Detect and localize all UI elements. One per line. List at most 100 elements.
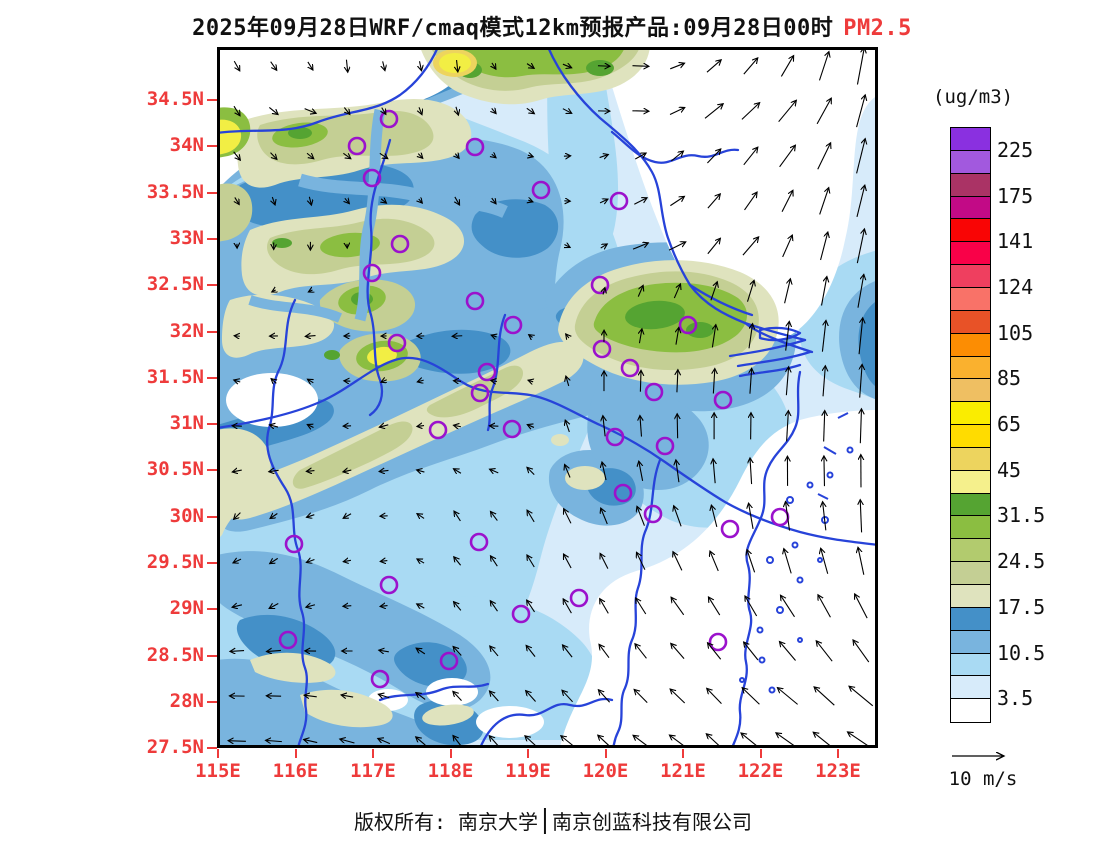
wind-vector xyxy=(637,506,645,526)
wind-vector xyxy=(710,282,717,301)
wind-vector xyxy=(381,380,387,382)
wind-vector xyxy=(780,595,795,618)
wind-vector xyxy=(634,198,647,205)
colorbar-tick-label: 24.5 xyxy=(997,549,1046,574)
wind-vector xyxy=(417,380,424,382)
lat-tick xyxy=(207,562,217,564)
lat-tick-label: 33.5N xyxy=(146,180,204,203)
wind-vector xyxy=(304,695,317,697)
wind-vector xyxy=(343,560,352,561)
wind-vector xyxy=(821,548,829,574)
wind-vector xyxy=(492,154,496,158)
wind-vector xyxy=(417,604,425,608)
wind-vector xyxy=(527,425,535,428)
wind-vector xyxy=(490,469,499,473)
wind-vector xyxy=(306,559,315,562)
wind-vector xyxy=(306,515,315,518)
city-markers xyxy=(278,109,790,689)
wind-vector xyxy=(853,640,870,663)
lon-tick xyxy=(449,749,452,758)
wind-vector xyxy=(670,689,686,704)
wind-vector xyxy=(417,559,425,563)
wind-vector xyxy=(563,599,572,614)
wind-vector xyxy=(632,243,648,250)
wind-vector xyxy=(528,200,533,202)
wind-vector xyxy=(382,107,386,115)
wind-vector xyxy=(492,108,496,113)
wind-vector xyxy=(748,324,753,349)
wind-vector xyxy=(341,695,354,697)
lat-tick-label: 29.5N xyxy=(146,551,204,573)
wind-vector xyxy=(707,194,720,209)
wind-vector xyxy=(378,738,391,745)
wind-vector xyxy=(381,199,386,203)
wind-vector xyxy=(491,335,496,337)
wind-vector xyxy=(860,409,861,444)
wind-vector xyxy=(270,152,276,160)
wind-vector xyxy=(416,648,426,655)
colorbar-box xyxy=(950,446,991,472)
colorbar-box xyxy=(950,584,991,609)
colorbar-box xyxy=(950,264,991,289)
lon-tick-label: 121E xyxy=(660,760,706,782)
city-marker xyxy=(370,669,390,689)
wind-vector xyxy=(708,597,721,616)
wind-vector xyxy=(416,693,426,700)
colorbar-box xyxy=(950,401,991,426)
wind-vector xyxy=(379,470,389,471)
city-marker xyxy=(720,519,740,539)
wind-vector xyxy=(346,59,347,73)
city-marker xyxy=(655,436,675,456)
wind-vector xyxy=(711,325,715,348)
city-marker xyxy=(713,390,733,410)
wind-vector xyxy=(526,107,535,113)
wind-vector xyxy=(378,694,390,697)
wind-vector xyxy=(750,368,752,394)
wind-vector xyxy=(743,58,758,75)
wind-vector xyxy=(562,109,572,114)
wind-vector xyxy=(562,64,572,68)
wind-vector xyxy=(640,370,641,392)
wind-vector xyxy=(419,199,423,203)
lon-tick xyxy=(217,749,219,758)
city-marker xyxy=(362,263,382,283)
lat-tick xyxy=(207,654,217,657)
city-marker xyxy=(613,483,633,503)
wind-vector xyxy=(816,641,833,662)
concentration-field xyxy=(217,47,878,748)
lat-tick-label: 32N xyxy=(169,319,204,342)
wind-vector xyxy=(233,60,240,71)
wind-vector xyxy=(782,235,793,258)
wind-vector xyxy=(777,688,798,705)
colorbar-box xyxy=(950,149,991,175)
wind-vector xyxy=(565,420,569,433)
wind-vector xyxy=(855,594,868,619)
wind-vector xyxy=(633,735,649,748)
wind-vector xyxy=(305,336,316,337)
wind-vector xyxy=(383,61,385,70)
wind-vector xyxy=(489,691,499,702)
wind-vector xyxy=(787,411,789,442)
wind-vector xyxy=(490,556,498,567)
wind-vector xyxy=(527,467,535,476)
wind-vector xyxy=(779,641,796,661)
colorbar-box xyxy=(950,127,991,152)
lat-tick-label: 33N xyxy=(169,226,204,249)
wind-vector xyxy=(307,379,313,383)
wind-vector xyxy=(527,600,535,613)
wind-vector xyxy=(564,509,572,524)
wind-vector xyxy=(747,550,756,573)
divider-bar-icon xyxy=(544,807,547,834)
wind-vector xyxy=(742,237,759,256)
wind-vector xyxy=(746,280,754,302)
wind-vector xyxy=(417,426,425,427)
wind-vector xyxy=(270,558,279,563)
wind-vector xyxy=(636,598,647,615)
colorbar-box xyxy=(950,469,991,494)
wind-legend-label: 10 m/s xyxy=(948,768,1018,790)
lat-tick-label: 28N xyxy=(169,689,204,712)
wind-vector xyxy=(272,290,276,292)
wind-vector xyxy=(824,410,825,442)
wind-vector xyxy=(713,459,715,484)
